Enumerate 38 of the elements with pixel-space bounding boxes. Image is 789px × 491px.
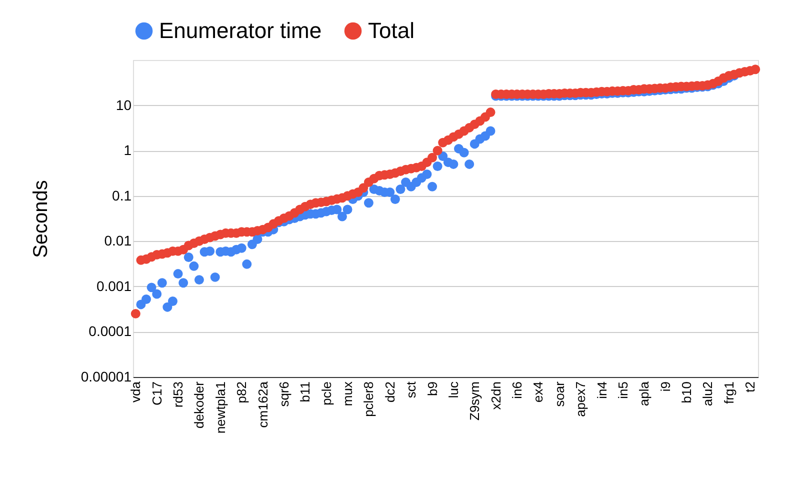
x-tick-label: luc [446, 381, 461, 398]
x-tick-label: x2dn [488, 382, 504, 410]
x-tick-label: newtpla1 [212, 382, 228, 434]
legend-label: Enumerator time [159, 18, 322, 43]
y-tick-label: 1 [124, 142, 132, 158]
x-tick-label: pcle [318, 382, 334, 406]
x-tick-label: Z9sym [467, 382, 482, 420]
x-tick-label: frg1 [721, 382, 736, 404]
x-tick-label: apex7 [573, 382, 588, 417]
y-tick-label: 0.0001 [88, 323, 132, 340]
x-tick-label: in5 [615, 382, 630, 399]
x-tick-label: sqr6 [276, 382, 292, 407]
x-tick-label: mux [340, 381, 356, 406]
x-tick-label: alu2 [700, 382, 716, 406]
x-tick-label: b11 [298, 382, 313, 402]
legend-label: Total [368, 18, 414, 43]
x-tick-label: t2 [742, 382, 758, 392]
x-tick-label: in4 [594, 382, 610, 399]
x-tick-label: pcler8 [361, 382, 376, 417]
x-tick-label: dekoder [192, 380, 207, 428]
x-tick-label: b9 [424, 382, 440, 396]
x-tick-label: p82 [234, 382, 250, 404]
x-tick-label: cm162a [255, 380, 270, 428]
x-tick-label: b10 [678, 382, 694, 404]
y-tick-label: 0.1 [112, 187, 132, 204]
x-tick-label: ex4 [530, 382, 546, 402]
x-tick-label: apla [636, 380, 652, 406]
x-tick-label: sct [404, 381, 419, 398]
x-tick-label: C17 [149, 382, 164, 406]
x-tick-label: i9 [658, 382, 673, 392]
y-tick-label: 0.01 [104, 232, 132, 249]
y-axis-title: Seconds [30, 180, 52, 258]
y-tick-label: 0.001 [96, 278, 132, 294]
x-tick-label: in6 [510, 382, 525, 399]
y-tick-label: 10 [116, 96, 132, 113]
x-tick-label: rd53 [170, 382, 186, 408]
x-tick-label: soar [552, 380, 567, 407]
x-tick-label: dc2 [382, 382, 398, 402]
